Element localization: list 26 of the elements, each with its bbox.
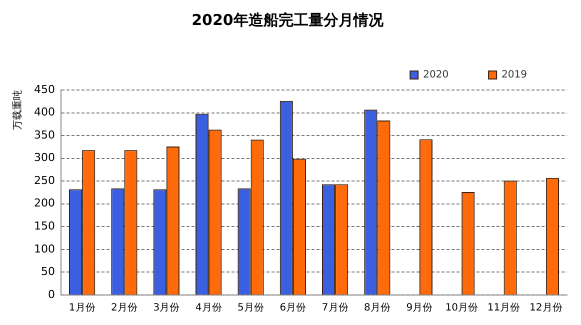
legend-label: 2019 [502, 70, 528, 81]
y-tick-label: 300 [34, 151, 55, 164]
y-tick-label: 100 [34, 242, 55, 256]
x-tick-label: 3月份 [153, 302, 180, 314]
chart-title: 2020年造船完工量分月情况 [192, 10, 384, 29]
y-tick-label: 400 [34, 106, 55, 119]
x-tick-label: 6月份 [280, 302, 306, 314]
y-tick-label: 0 [48, 288, 55, 301]
y-tick-label: 50 [40, 265, 55, 278]
x-tick-label: 5月份 [238, 302, 264, 314]
y-tick-label: 150 [34, 220, 55, 233]
x-tick-label: 8月份 [364, 302, 390, 314]
x-tick-label: 9月份 [406, 302, 433, 314]
legend-label: 2020 [423, 70, 449, 81]
y-tick-label: 450 [34, 82, 55, 96]
x-tick-label: 2月份 [111, 302, 138, 314]
y-tick-label: 250 [34, 174, 55, 187]
x-tick-label: 10月份 [445, 302, 478, 314]
x-tick-label: 11月份 [487, 302, 520, 314]
x-tick-label: 1月份 [68, 302, 96, 314]
y-axis-title: 万载重吨 [12, 90, 24, 130]
x-tick-label: 12月份 [530, 302, 562, 314]
x-tick-label: 7月份 [322, 302, 348, 314]
y-tick-label: 200 [34, 196, 55, 210]
y-tick-label: 350 [34, 128, 55, 142]
x-tick-label: 4月份 [195, 302, 222, 314]
